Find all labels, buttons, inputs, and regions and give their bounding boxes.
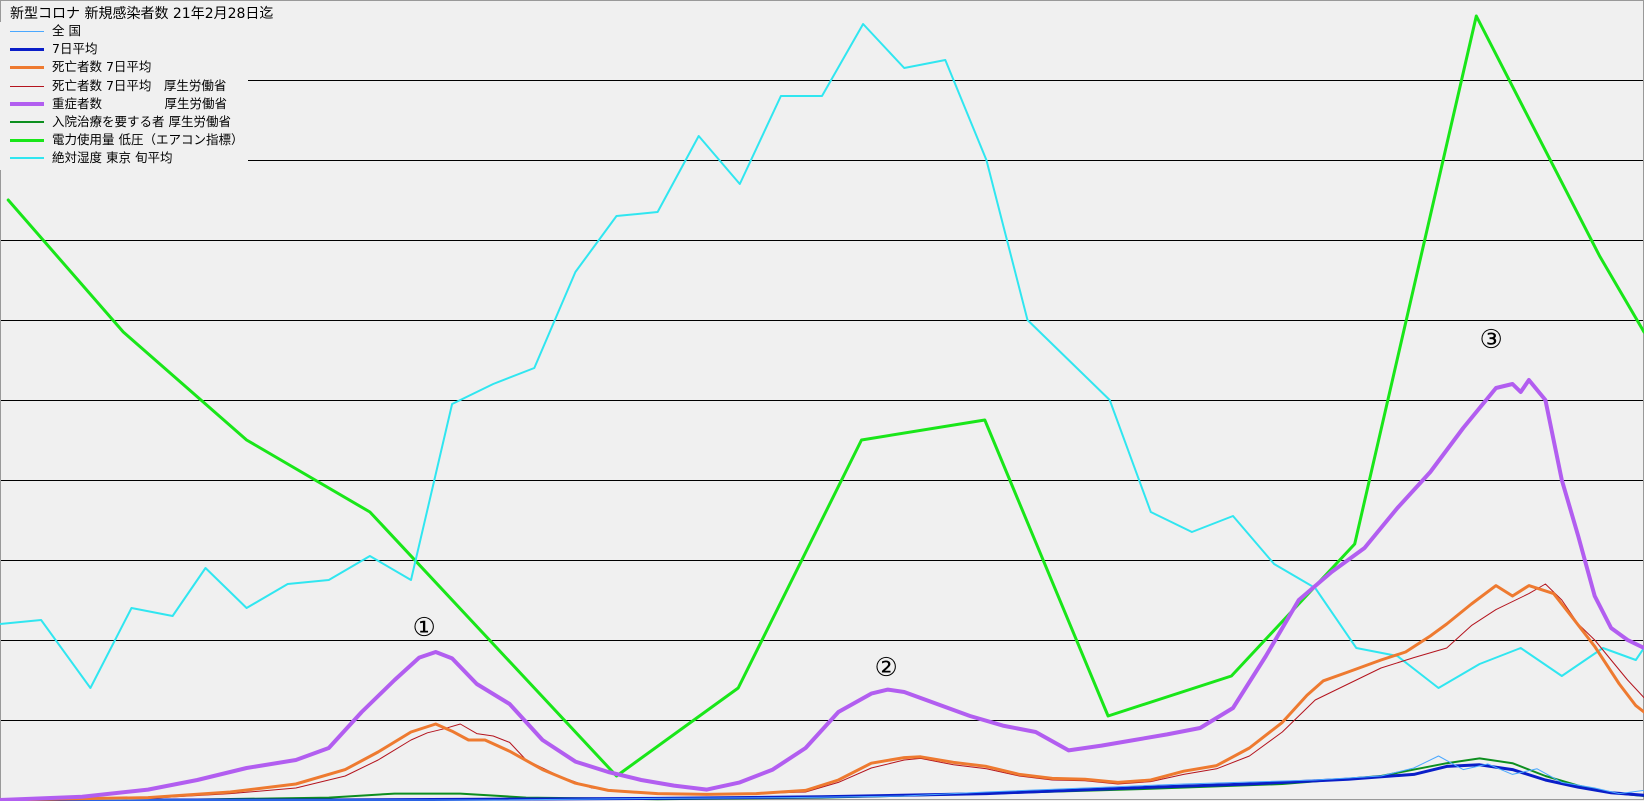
wave-annotation-2: ② [874,653,897,683]
legend-item: 絶対湿度 東京 旬平均 [0,149,248,167]
chart-title: 新型コロナ 新規感染者数 21年2月28日迄 [8,3,276,23]
legend-item: 全 国 [0,22,248,40]
series-line-1 [0,755,1644,801]
legend-swatch [10,66,44,70]
wave-annotation-1: ① [412,613,435,643]
series-line-7 [6,14,1644,778]
legend-swatch [10,48,44,52]
legend-swatch [10,31,44,32]
series-line-3 [0,584,1644,801]
legend-label: 全 国 [52,23,81,38]
legend-label: 重症者数 厚生労働省 [52,95,228,111]
chart-legend: 全 国 7日平均死亡者数 7日平均死亡者数 7日平均 厚生労働省 重症者数 厚生労働… [0,22,248,170]
series-line-5 [0,378,1644,801]
legend-item: 死亡者数 7日平均 [0,58,248,76]
legend-label: 7日平均 [52,41,98,57]
legend-swatch [10,120,44,123]
legend-item: 電力使用量 低圧（エアコン指標） [0,131,248,149]
legend-swatch [10,157,44,160]
legend-swatch [10,139,44,143]
legend-item: 重症者数 厚生労働省 [0,95,248,113]
legend-swatch [10,85,44,87]
series-line-6 [0,757,1644,801]
legend-label: 死亡者数 7日平均 厚生労働省 [52,77,227,93]
legend-label: 電力使用量 低圧（エアコン指標） [52,132,244,148]
legend-swatch [10,101,44,106]
legend-item: 入院治療を要する者 厚生労働省 [0,113,248,131]
series-line-2 [0,763,1644,801]
series-line-8 [0,23,1644,689]
wave-annotation-3: ③ [1479,325,1502,355]
legend-label: 絶対湿度 東京 旬平均 [52,150,173,166]
legend-item: 7日平均 [0,40,248,58]
legend-item: 死亡者数 7日平均 厚生労働省 [0,77,248,95]
legend-label: 入院治療を要する者 厚生労働省 [52,113,231,129]
legend-label: 死亡者数 7日平均 [52,59,152,75]
